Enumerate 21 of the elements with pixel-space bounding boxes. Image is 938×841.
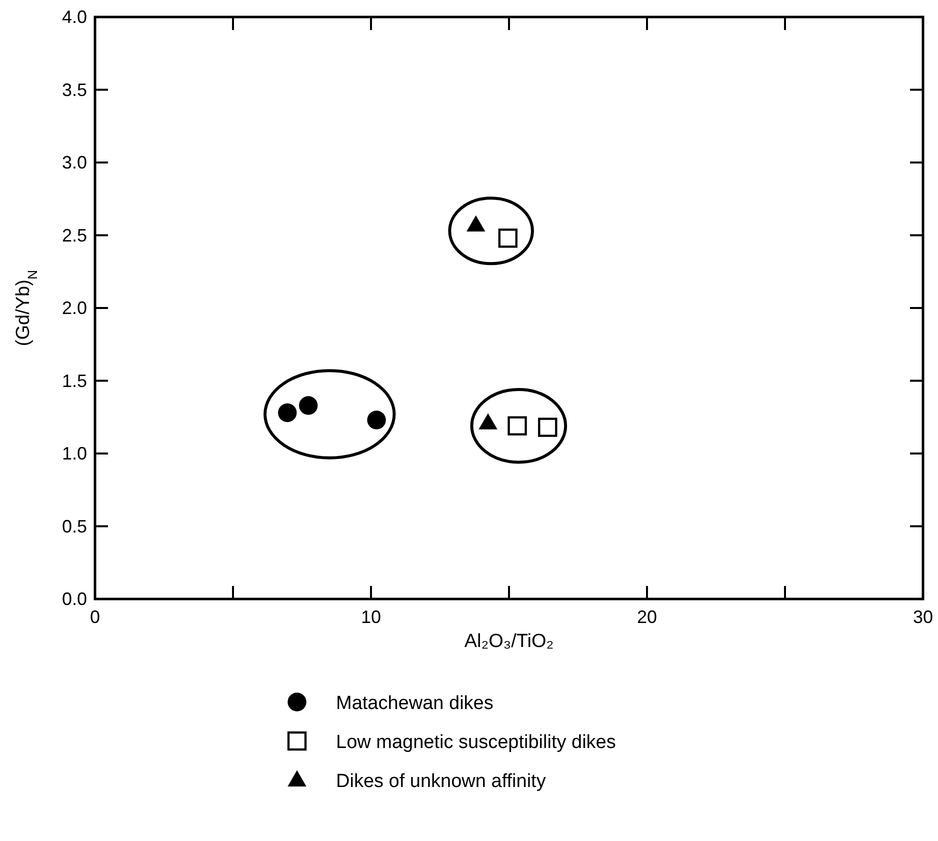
point [508, 416, 527, 436]
y-tick-label: 0.5 [62, 516, 87, 536]
x-axis-title: Al₂O₃/TiO₂ [464, 631, 554, 652]
x-tick-label: 10 [360, 607, 382, 627]
y-tick-label: 1.0 [62, 444, 87, 464]
point [466, 215, 486, 232]
legend-label: Matachewan dikes [336, 693, 494, 714]
x-tick-label: 20 [636, 607, 658, 627]
y-tick-label: 2.0 [62, 298, 87, 318]
legend-label: Dikes of unknown affinity [336, 771, 546, 792]
y-tick-label: 1.5 [62, 370, 87, 391]
y-tick-label: 3.0 [62, 152, 87, 172]
y-tick-label: 0.0 [62, 589, 87, 609]
y-tick-label: 3.5 [62, 80, 87, 100]
x-tick-label: 0 [90, 607, 100, 627]
y-tick-label: 4.0 [62, 7, 87, 27]
y-tick-label: 2.5 [62, 225, 87, 246]
legend-label: Low magnetic susceptibility dikes [336, 732, 616, 753]
point [538, 418, 558, 437]
point [498, 228, 518, 248]
x-tick-label: 30 [912, 607, 934, 627]
